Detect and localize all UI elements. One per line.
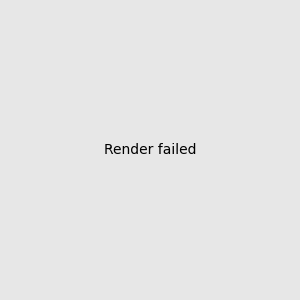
Text: Render failed: Render failed — [104, 143, 196, 157]
